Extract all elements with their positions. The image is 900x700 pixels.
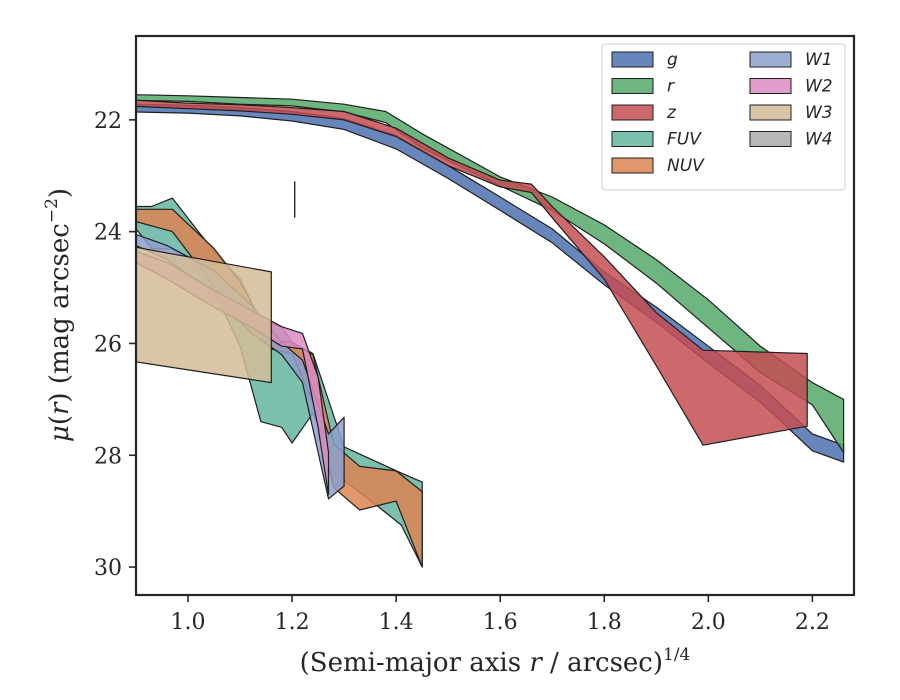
x-tick-label: 2.2 [795,610,830,635]
x-tick-label: 1.4 [379,610,414,635]
legend-swatch-w2 [749,78,792,94]
plot-frame [134,34,856,597]
x-tick-label: 1.2 [275,610,310,635]
y-tick-label: 30 [94,556,122,581]
y-tick-label: 22 [94,109,122,134]
x-tick-label: 1.8 [587,610,622,635]
legend-swatch-nuv [611,157,654,174]
legend-label-g: g [667,50,678,70]
x-tick-label: 2.0 [691,610,726,635]
legend: grz FUV NUV W1 W2 W3 W4 [601,43,846,191]
legend-swatch-w4 [749,131,792,147]
legend-label-w2: W2 [805,77,833,97]
legend-swatch-z [611,104,654,121]
legend-label-z: z [666,103,677,123]
legend-swatch-r [611,78,654,94]
legend-label-nuv: NUV [667,156,705,176]
x-axis-ticks: 1.0 1.2 1.4 1.6 1.8 2.0 2.2 [171,595,830,635]
band-z [136,99,808,446]
y-axis-label: μ(r) (mag arcsec−2) [42,188,75,442]
band-w3 [136,246,272,384]
legend-swatch-fuv [611,131,654,147]
data-bands [136,94,845,568]
legend-label-fuv: FUV [667,130,702,150]
x-axis-label: (Semi-major axis r / arcsec)1/4 [300,645,691,678]
legend-swatch-w3 [749,104,792,121]
legend-label-w4: W4 [805,130,833,150]
y-axis-ticks: 22 24 26 28 30 [94,109,136,581]
x-tick-label: 1.6 [483,610,518,635]
y-tick-label: 26 [94,332,122,357]
legend-swatch-w1 [749,51,792,68]
x-tick-label: 1.0 [171,610,206,635]
legend-label-r: r [667,77,675,97]
legend-swatch-g [611,51,654,68]
y-tick-label: 24 [94,221,122,246]
y-tick-label: 28 [94,444,122,469]
legend-label-w3: W3 [805,103,833,123]
legend-label-w1: W1 [805,50,833,70]
